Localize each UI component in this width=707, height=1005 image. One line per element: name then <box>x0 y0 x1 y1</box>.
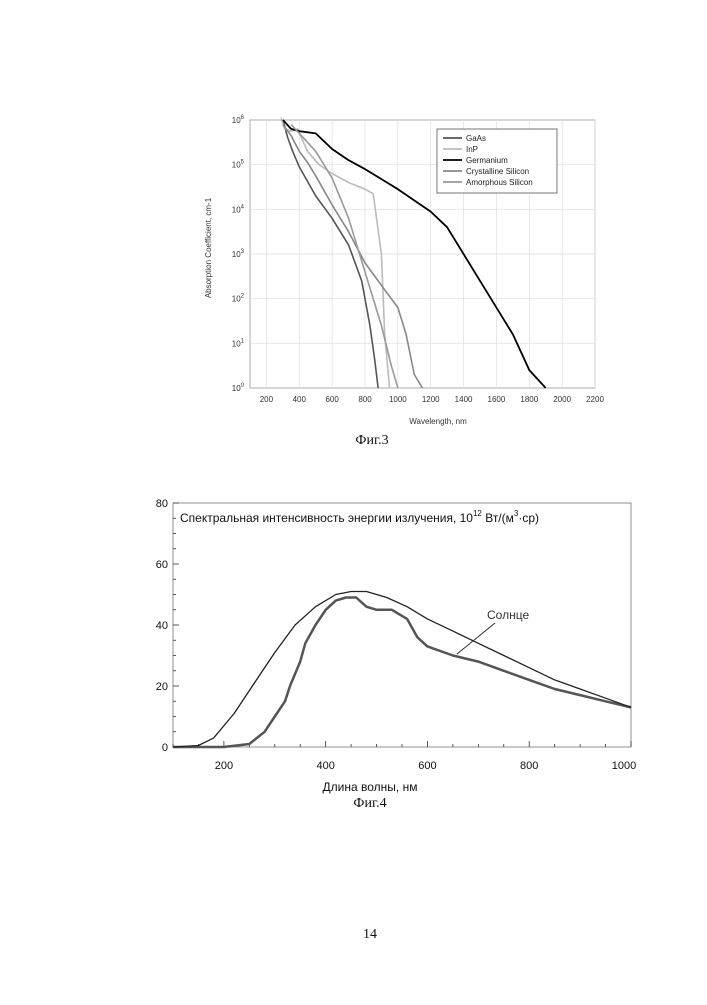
fig4-x-axis-label: Длина волны, нм <box>323 780 418 794</box>
fig4-x-tick-label: 800 <box>520 760 538 772</box>
fig4-title-units: Вт/(м <box>482 511 514 525</box>
fig3-x-tick-label: 1000 <box>389 395 407 404</box>
fig4-annotation-leader <box>456 622 496 655</box>
fig3-x-tick-labels: 200 400 600 800 1000 1200 1400 1600 1800 2000 2200 <box>260 395 605 404</box>
fig3-x-tick-label: 800 <box>358 395 372 404</box>
fig3-legend-label: Germanium <box>466 156 508 165</box>
fig3-x-tick-label: 1600 <box>488 395 506 404</box>
fig4-caption: Фиг.4 <box>353 796 386 811</box>
fig3-y-tick-exp: 4 <box>241 204 245 210</box>
fig3-series-line-gaas <box>282 119 379 389</box>
fig3-x-tick-label: 600 <box>325 395 339 404</box>
fig3-series-line-amorphous-silicon <box>290 123 399 389</box>
fig3-y-tick-exp: 0 <box>241 383 245 389</box>
fig3-legend-label: GaAs <box>466 134 486 143</box>
fig3-x-tick-label: 200 <box>260 395 274 404</box>
fig4-series-line-blackbody <box>172 590 632 748</box>
fig3-series-line-inp <box>280 117 391 389</box>
fig3-y-tick-label: 105 <box>232 160 245 170</box>
fig3-y-tick-base: 10 <box>232 250 241 259</box>
fig4-x-tick-label: 600 <box>418 760 436 772</box>
fig3-y-tick-base: 10 <box>232 116 241 125</box>
fig4-y-tick-label: 80 <box>156 498 168 510</box>
fig3-y-tick-exp: 3 <box>241 249 245 255</box>
fig4-title-exp1: 12 <box>473 509 482 518</box>
fig3-series-line-crystalline-silicon <box>282 124 424 389</box>
fig3-y-tick-label: 100 <box>232 383 245 393</box>
fig4-series-line-sun <box>173 596 632 749</box>
fig3-y-tick-base: 10 <box>232 161 241 170</box>
fig3-y-tick-base: 10 <box>232 339 241 348</box>
figure-4: 0 20 40 60 80 200 400 600 800 1000 Спектральная … <box>156 498 636 811</box>
fig4-chart-title: Спектральная интенсивность энергии излуч… <box>180 509 539 525</box>
fig3-y-tick-base: 10 <box>232 384 241 393</box>
fig3-y-tick-exp: 5 <box>241 160 245 166</box>
fig3-legend: GaAs InP Germanium Crystalline Silicon Amorp… <box>436 128 558 194</box>
fig4-y-tick-label: 0 <box>162 742 168 754</box>
fig3-x-tick-label: 2200 <box>586 395 604 404</box>
fig3-series-line-germanium <box>282 119 547 389</box>
fig4-sun-annotation: Солнце <box>487 608 529 622</box>
fig3-x-tick-label: 2000 <box>553 395 571 404</box>
fig4-series <box>172 590 632 749</box>
fig3-y-tick-base: 10 <box>232 205 241 214</box>
fig4-plot-frame <box>172 502 632 748</box>
fig3-x-axis-label: Wavelength, nm <box>409 417 467 426</box>
fig3-y-axis-label: Absorption Coefficient, cm-1 <box>204 197 213 298</box>
fig3-y-tick-exp: 6 <box>241 115 245 121</box>
fig3-y-tick-label: 106 <box>232 115 245 125</box>
fig4-y-tick-label: 60 <box>156 559 168 571</box>
fig3-x-tick-label: 400 <box>293 395 307 404</box>
fig4-x-tick-labels: 200 400 600 800 1000 <box>215 760 637 772</box>
fig3-x-tick-label: 1200 <box>422 395 440 404</box>
fig4-title-end: ·ср) <box>518 511 539 525</box>
fig4-y-tick-label: 40 <box>156 620 168 632</box>
fig3-y-tick-label: 104 <box>232 204 245 214</box>
fig4-y-tick-label: 20 <box>156 681 168 693</box>
fig3-y-tick-exp: 1 <box>241 338 245 344</box>
fig3-y-tick-label: 101 <box>232 338 245 348</box>
fig4-x-tick-label: 1000 <box>612 760 636 772</box>
fig3-caption: Фиг.3 <box>355 433 388 448</box>
fig3-y-tick-label: 102 <box>232 294 245 304</box>
fig3-y-tick-label: 103 <box>232 249 245 259</box>
fig4-title-main: Спектральная интенсивность энергии излуч… <box>180 511 473 525</box>
fig3-y-tick-base: 10 <box>232 295 241 304</box>
fig4-x-tick-label: 200 <box>215 760 233 772</box>
fig4-title-exp2: 3 <box>514 509 519 518</box>
fig3-legend-label: InP <box>466 145 478 154</box>
fig3-x-tick-label: 1800 <box>520 395 538 404</box>
page-number: 14 <box>363 927 377 942</box>
fig3-x-tick-label: 1400 <box>455 395 473 404</box>
fig4-y-tick-labels: 0 20 40 60 80 <box>156 498 168 754</box>
fig3-series <box>280 117 547 389</box>
fig4-x-tick-label: 400 <box>316 760 334 772</box>
fig3-legend-label: Crystalline Silicon <box>466 167 529 176</box>
fig3-legend-label: Amorphous Silicon <box>466 178 533 187</box>
fig3-y-tick-exp: 2 <box>241 294 245 300</box>
